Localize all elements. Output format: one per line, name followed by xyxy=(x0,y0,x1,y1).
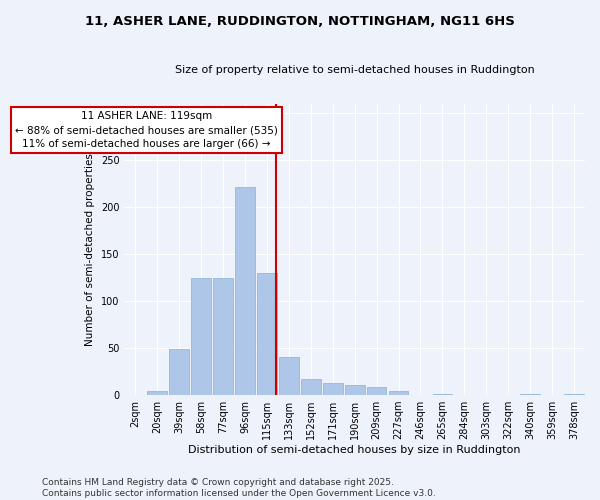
Bar xyxy=(279,356,299,395)
Bar xyxy=(301,379,320,395)
Bar xyxy=(148,392,167,395)
Bar xyxy=(257,273,277,395)
Bar xyxy=(323,383,343,395)
Bar xyxy=(367,386,386,395)
X-axis label: Distribution of semi-detached houses by size in Ruddington: Distribution of semi-detached houses by … xyxy=(188,445,521,455)
Bar xyxy=(213,278,233,395)
Bar xyxy=(564,394,584,395)
Bar xyxy=(191,278,211,395)
Bar xyxy=(235,188,255,395)
Title: Size of property relative to semi-detached houses in Ruddington: Size of property relative to semi-detach… xyxy=(175,65,535,75)
Text: Contains HM Land Registry data © Crown copyright and database right 2025.
Contai: Contains HM Land Registry data © Crown c… xyxy=(42,478,436,498)
Bar xyxy=(169,349,189,395)
Bar xyxy=(433,394,452,395)
Text: 11 ASHER LANE: 119sqm
← 88% of semi-detached houses are smaller (535)
11% of sem: 11 ASHER LANE: 119sqm ← 88% of semi-deta… xyxy=(15,111,278,149)
Text: 11, ASHER LANE, RUDDINGTON, NOTTINGHAM, NG11 6HS: 11, ASHER LANE, RUDDINGTON, NOTTINGHAM, … xyxy=(85,15,515,28)
Bar xyxy=(520,394,540,395)
Y-axis label: Number of semi-detached properties: Number of semi-detached properties xyxy=(85,153,95,346)
Bar xyxy=(389,392,409,395)
Bar xyxy=(345,384,365,395)
